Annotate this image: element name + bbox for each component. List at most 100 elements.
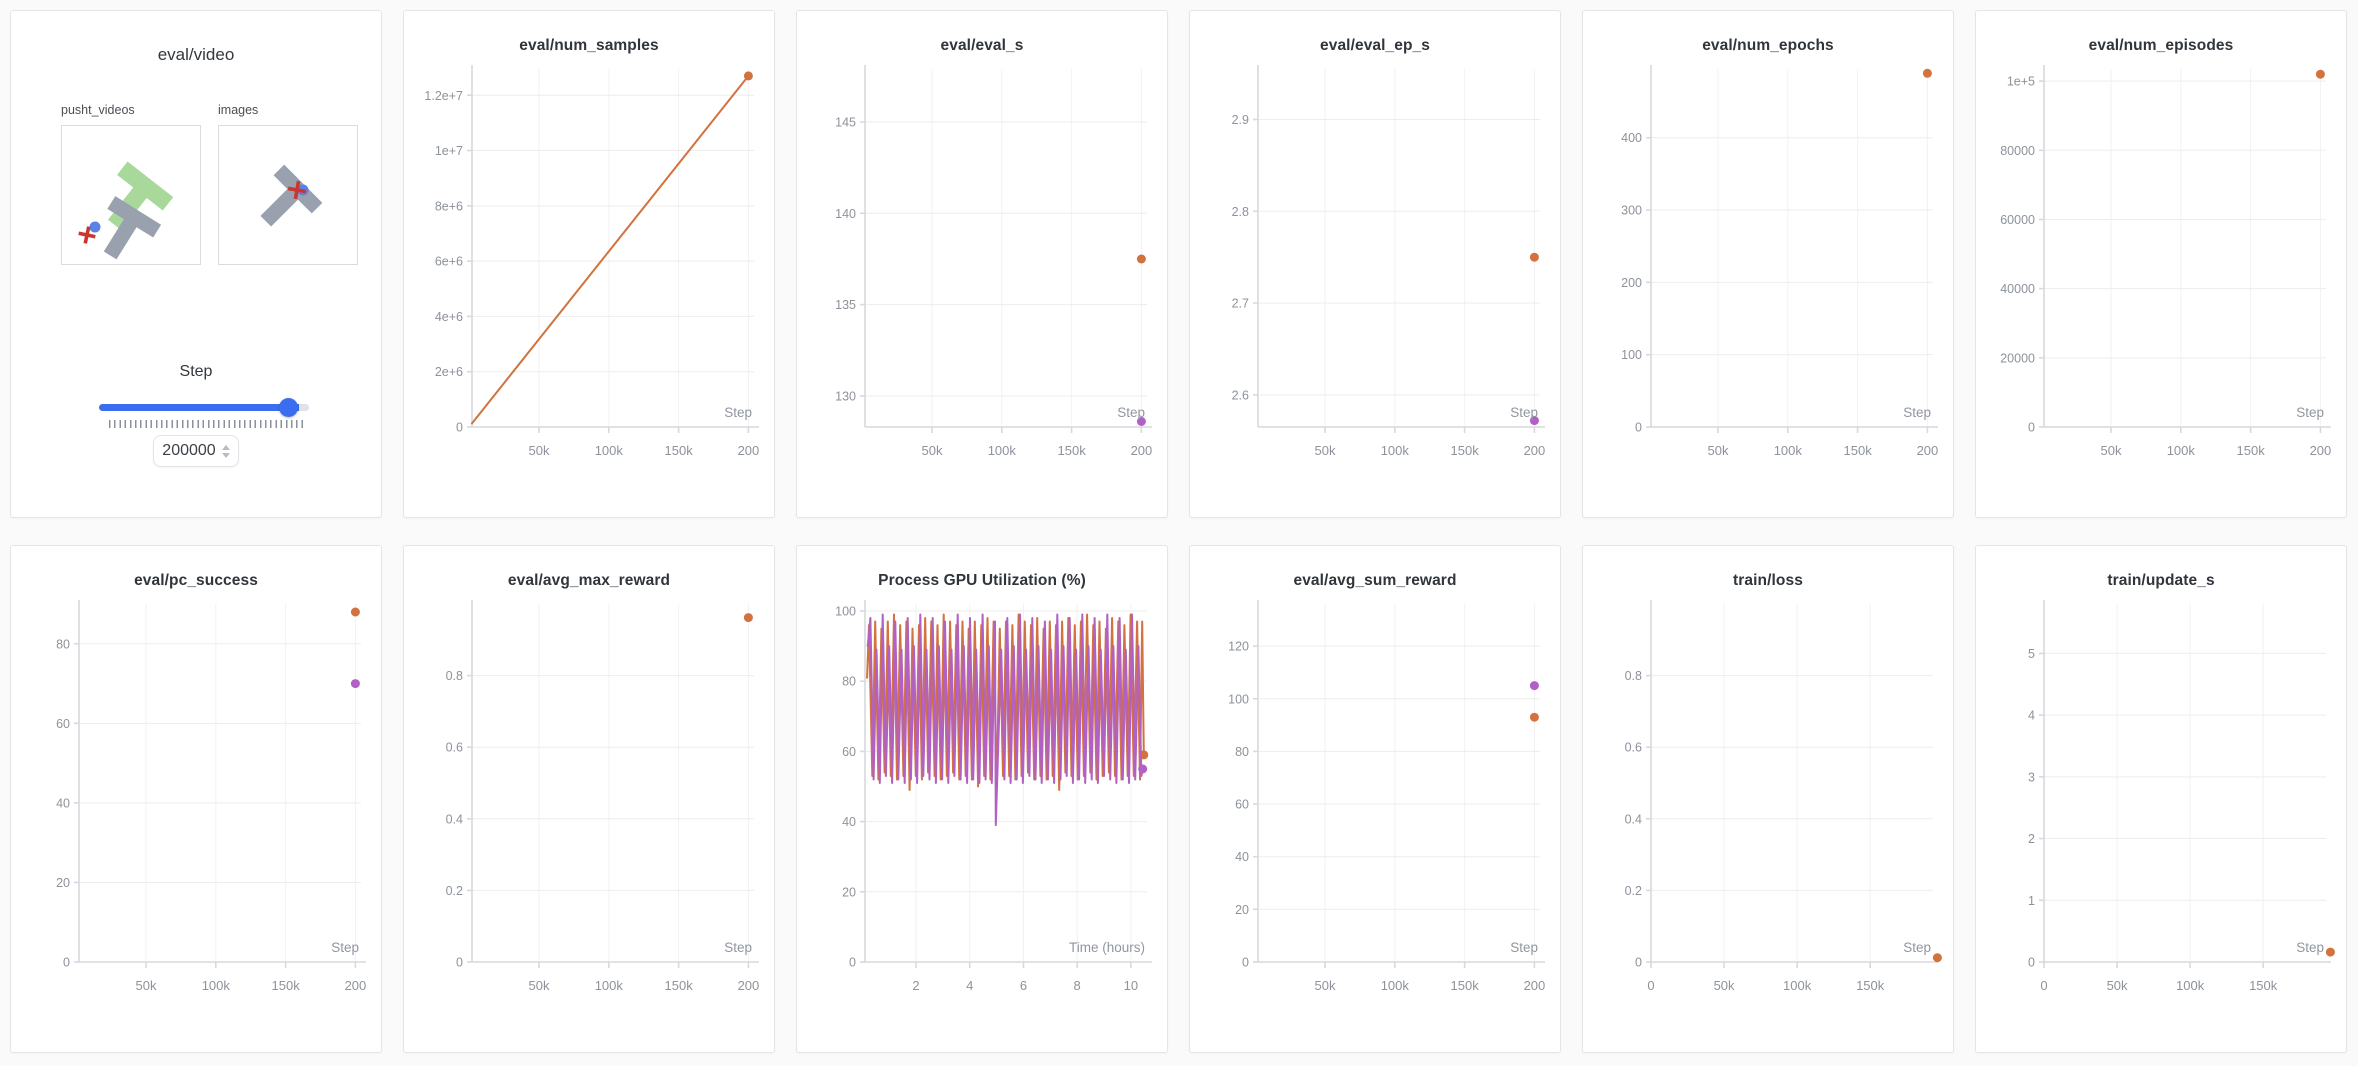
svg-text:120: 120 bbox=[1228, 640, 1249, 654]
spinner-up-icon[interactable] bbox=[221, 444, 230, 450]
stepper-spinner[interactable] bbox=[221, 444, 230, 458]
svg-text:80: 80 bbox=[842, 675, 856, 689]
svg-text:Step: Step bbox=[2296, 940, 2324, 955]
chart-canvas-eval-eval-ep-s[interactable]: 2.6 2.7 2.8 2.9 50k 100k 150k 200 Step bbox=[1200, 59, 1550, 499]
svg-text:80000: 80000 bbox=[2000, 144, 2035, 158]
slider-thumb[interactable] bbox=[279, 398, 298, 417]
svg-text:200: 200 bbox=[1621, 276, 1642, 290]
svg-text:150k: 150k bbox=[1856, 978, 1885, 993]
svg-text:2: 2 bbox=[912, 978, 919, 993]
svg-text:150k: 150k bbox=[272, 978, 301, 993]
svg-text:100k: 100k bbox=[595, 443, 624, 458]
chart-title: Process GPU Utilization (%) bbox=[878, 572, 1086, 589]
svg-text:100: 100 bbox=[835, 605, 856, 619]
svg-text:10: 10 bbox=[1124, 978, 1138, 993]
chart-canvas-eval-num-epochs[interactable]: 0 100 200 300 400 50k 100k 150k 200 Step bbox=[1593, 59, 1943, 499]
svg-text:6: 6 bbox=[1020, 978, 1027, 993]
svg-text:2e+6: 2e+6 bbox=[435, 365, 463, 379]
svg-text:150k: 150k bbox=[665, 978, 694, 993]
chart-canvas-train-update-s[interactable]: 0 1 2 3 4 5 0 50k 100k 150k Step bbox=[1986, 594, 2336, 1034]
svg-text:Step: Step bbox=[331, 940, 359, 955]
svg-text:150k: 150k bbox=[1058, 443, 1087, 458]
svg-text:0: 0 bbox=[1635, 956, 1642, 970]
svg-text:200: 200 bbox=[1917, 443, 1939, 458]
panel-eval-pc-success: eval/pc_success 0 20 40 60 80 50k 100k 150k 200 S… bbox=[10, 545, 382, 1053]
svg-text:50k: 50k bbox=[136, 978, 157, 993]
svg-text:150k: 150k bbox=[665, 443, 694, 458]
svg-text:Step: Step bbox=[1903, 940, 1931, 955]
spinner-down-icon[interactable] bbox=[221, 452, 230, 458]
svg-text:50k: 50k bbox=[2101, 443, 2122, 458]
chart-title: eval/num_episodes bbox=[2088, 37, 2234, 54]
svg-text:200: 200 bbox=[1524, 443, 1546, 458]
chart-title: train/loss bbox=[1733, 572, 1803, 589]
images-scene-graphic bbox=[260, 164, 323, 227]
chart-canvas-process-gpu-utilization[interactable]: 0 20 40 60 80 100 2 4 6 8 10 Time (hours) bbox=[807, 594, 1157, 1034]
svg-text:150k: 150k bbox=[2237, 443, 2266, 458]
step-value-input[interactable]: 200000 bbox=[153, 435, 239, 467]
chart-canvas-train-loss[interactable]: 0 0.2 0.4 0.6 0.8 0 50k 100k 150k Step bbox=[1593, 594, 1943, 1034]
svg-text:8: 8 bbox=[1074, 978, 1081, 993]
svg-text:50k: 50k bbox=[529, 978, 550, 993]
svg-text:100: 100 bbox=[1228, 692, 1249, 706]
step-value[interactable]: 200000 bbox=[162, 442, 216, 459]
chart-canvas-eval-eval-s[interactable]: 130 135 140 145 50k 100k 150k 200 Step bbox=[807, 59, 1157, 499]
svg-text:6e+6: 6e+6 bbox=[435, 255, 463, 269]
svg-text:135: 135 bbox=[835, 298, 856, 312]
svg-text:20: 20 bbox=[56, 876, 70, 890]
svg-text:1e+5: 1e+5 bbox=[2007, 75, 2035, 89]
chart-canvas-eval-avg-sum-reward[interactable]: 0 20 40 60 80 100 120 50k 100k 150k 200 Step bbox=[1200, 594, 1550, 1034]
video-thumbnail-images[interactable] bbox=[218, 125, 358, 265]
svg-text:2: 2 bbox=[2028, 832, 2035, 846]
svg-text:40: 40 bbox=[1235, 850, 1249, 864]
chart-canvas-eval-avg-max-reward[interactable]: 0 0.2 0.4 0.6 0.8 50k 100k 150k 200 Step bbox=[414, 594, 764, 1034]
svg-text:60000: 60000 bbox=[2000, 213, 2035, 227]
thumbnail-caption-images: images bbox=[218, 103, 259, 117]
svg-text:200: 200 bbox=[345, 978, 367, 993]
target-cross bbox=[78, 226, 96, 244]
step-slider-label: Step bbox=[179, 363, 213, 380]
svg-text:60: 60 bbox=[1235, 798, 1249, 812]
svg-text:80: 80 bbox=[56, 637, 70, 651]
svg-text:80: 80 bbox=[1235, 745, 1249, 759]
svg-text:0.6: 0.6 bbox=[1625, 741, 1642, 755]
svg-text:100k: 100k bbox=[595, 978, 624, 993]
chart-canvas-eval-pc-success[interactable]: 0 20 40 60 80 50k 100k 150k 200 Step bbox=[21, 594, 371, 1034]
slider-track-remainder[interactable] bbox=[299, 404, 309, 411]
svg-text:2.9: 2.9 bbox=[1232, 113, 1249, 127]
svg-text:0: 0 bbox=[849, 956, 856, 970]
svg-text:0: 0 bbox=[2028, 421, 2035, 435]
svg-text:5: 5 bbox=[2028, 647, 2035, 661]
svg-text:140: 140 bbox=[835, 207, 856, 221]
svg-text:Step: Step bbox=[1117, 405, 1145, 420]
pusht-scene-graphic bbox=[78, 161, 174, 260]
agent-dot bbox=[89, 221, 101, 233]
svg-text:40: 40 bbox=[56, 796, 70, 810]
svg-text:Step: Step bbox=[724, 940, 752, 955]
panel-eval-eval-ep-s: eval/eval_ep_s 2.6 2.7 2.8 2.9 50k 100k 150k 20… bbox=[1189, 10, 1561, 518]
svg-text:60: 60 bbox=[56, 717, 70, 731]
step-slider[interactable] bbox=[11, 397, 381, 428]
svg-text:150k: 150k bbox=[1844, 443, 1873, 458]
chart-canvas-eval-num-episodes[interactable]: 0 20000 40000 60000 80000 1e+5 50k 100k 150k 200 S… bbox=[1986, 59, 2336, 499]
chart-title: eval/avg_max_reward bbox=[507, 572, 671, 589]
panel-process-gpu-utilization: Process GPU Utilization (%) 0 20 40 60 80 100… bbox=[796, 545, 1168, 1053]
svg-text:4: 4 bbox=[966, 978, 973, 993]
svg-text:20: 20 bbox=[842, 885, 856, 899]
svg-text:50k: 50k bbox=[529, 443, 550, 458]
chart-canvas-eval-num-samples[interactable]: 0 2e+6 4e+6 6e+6 8e+6 1e+7 1.2e+7 50k 100k 150k 20… bbox=[414, 59, 764, 499]
thumbnail-caption-pusht-videos: pusht_videos bbox=[61, 103, 135, 117]
target-cross bbox=[287, 180, 307, 200]
svg-text:20000: 20000 bbox=[2000, 351, 2035, 365]
chart-title: eval/eval_s bbox=[940, 37, 1024, 54]
svg-text:2.8: 2.8 bbox=[1232, 205, 1249, 219]
video-thumbnail-pusht[interactable] bbox=[61, 125, 201, 265]
chart-title: eval/avg_sum_reward bbox=[1293, 572, 1457, 589]
svg-text:0.4: 0.4 bbox=[1625, 812, 1642, 826]
svg-text:0: 0 bbox=[63, 956, 70, 970]
panel-train-loss: train/loss 0 0.2 0.4 0.6 0.8 0 50k 100k 150k Step bbox=[1582, 545, 1954, 1053]
slider-track-filled[interactable] bbox=[99, 404, 305, 411]
svg-text:100k: 100k bbox=[988, 443, 1017, 458]
svg-text:100k: 100k bbox=[1774, 443, 1803, 458]
